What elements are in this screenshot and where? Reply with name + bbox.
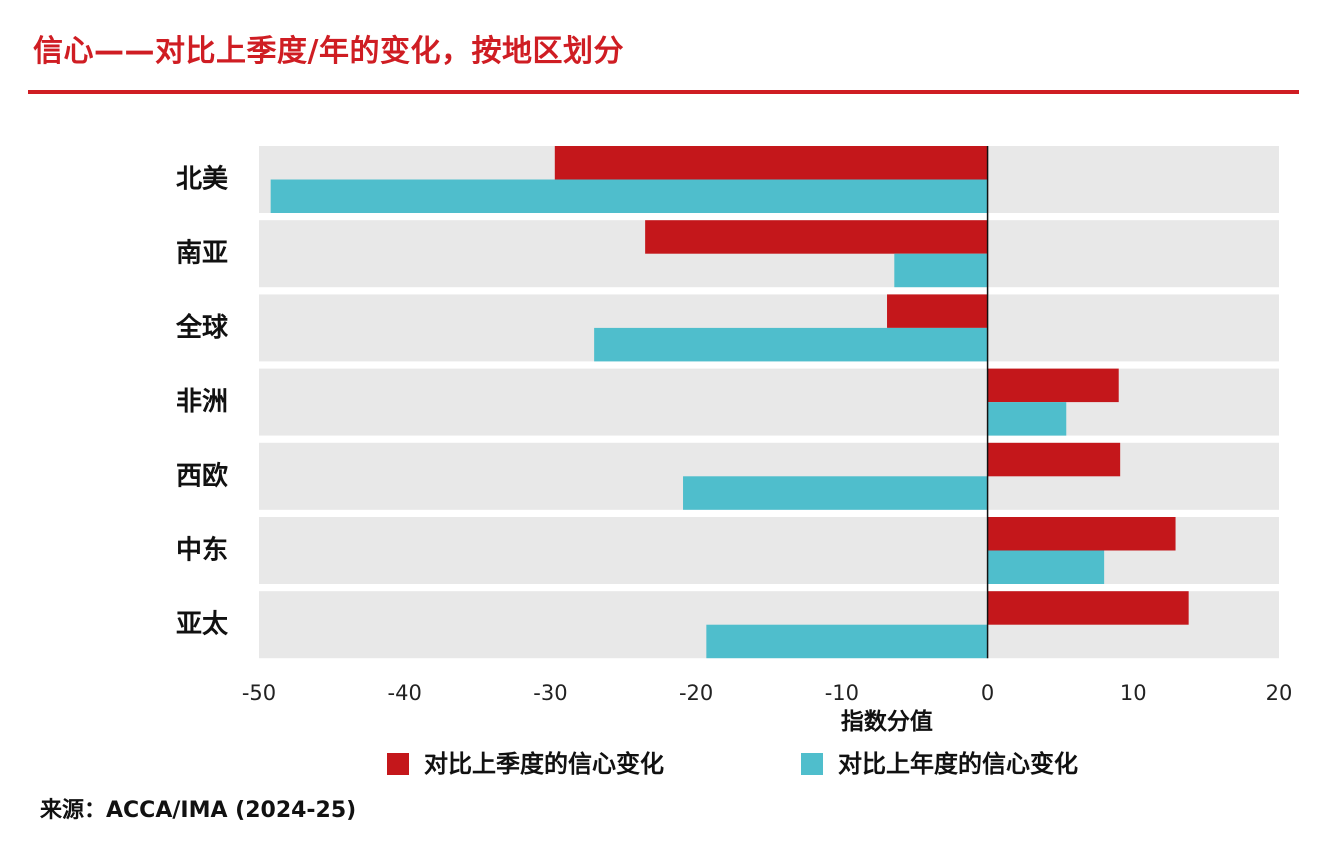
x-tick-label: 10 — [1120, 681, 1147, 705]
category-label: 南亚 — [176, 239, 228, 269]
bar-quarter-change — [887, 294, 988, 328]
chart-title: 信心——对比上季度/年的变化，按地区划分 — [33, 34, 624, 69]
category-label: 西欧 — [176, 460, 228, 491]
bar-quarter-change — [554, 146, 988, 180]
legend-swatch — [387, 753, 409, 775]
bar-year-change — [706, 624, 988, 659]
category-band — [259, 368, 1279, 436]
category-label: 北美 — [176, 164, 228, 195]
category-label: 非洲 — [176, 387, 228, 417]
x-tick-label: ‑50 — [242, 681, 276, 705]
x-tick-label: ‑20 — [679, 681, 713, 705]
legend-label: 对比上年度的信心变化 — [838, 750, 1078, 778]
x-tick-label: ‑10 — [825, 681, 859, 705]
legend-label: 对比上季度的信心变化 — [424, 750, 664, 778]
bar-year-change — [270, 179, 988, 213]
x-tick-label: ‑40 — [388, 681, 422, 705]
category-label: 中东 — [176, 535, 228, 566]
category-label: 全球 — [175, 312, 229, 343]
x-axis-title: 指数分值 — [841, 708, 933, 735]
x-tick-label: 20 — [1266, 681, 1293, 705]
bar-year-change — [683, 476, 988, 510]
x-tick-label: 0 — [981, 681, 994, 705]
bar-year-change — [894, 253, 988, 288]
bar-year-change — [987, 402, 1067, 436]
bar-quarter-change — [987, 368, 1119, 403]
bar-quarter-change — [645, 220, 988, 254]
legend-swatch — [801, 753, 823, 775]
category-label: 亚太 — [176, 610, 229, 640]
bar-quarter-change — [987, 591, 1189, 625]
bar-year-change — [987, 550, 1105, 584]
bar-year-change — [594, 327, 988, 362]
bar-quarter-change — [987, 517, 1176, 551]
x-tick-label: ‑30 — [533, 681, 567, 705]
source-note: 来源：ACCA/IMA (2024-25) — [40, 798, 357, 823]
bar-quarter-change — [987, 442, 1121, 477]
title-divider — [28, 90, 1299, 94]
